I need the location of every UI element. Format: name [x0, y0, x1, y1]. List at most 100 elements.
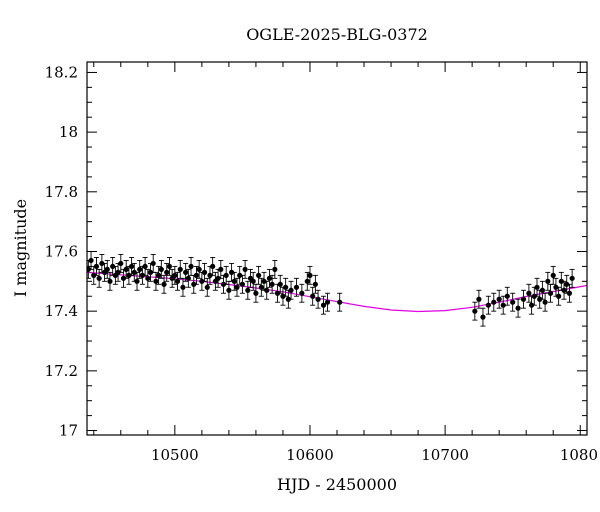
point-marker: [510, 299, 516, 305]
point-marker: [123, 266, 129, 272]
point-marker: [88, 257, 94, 264]
data-point: [304, 271, 310, 291]
point-marker: [223, 272, 229, 278]
data-point: [237, 265, 243, 285]
data-point: [118, 254, 124, 273]
point-marker: [283, 284, 289, 290]
point-marker: [515, 305, 521, 311]
x-axis-title: HJD - 2450000: [277, 475, 397, 494]
data-point: [534, 277, 540, 297]
data-point: [312, 274, 318, 294]
data-point: [258, 277, 264, 297]
data-point: [223, 265, 229, 285]
data-point: [188, 257, 194, 276]
axis-ticks: [87, 62, 587, 435]
point-marker: [237, 272, 243, 278]
data-point: [545, 271, 551, 291]
point-marker: [569, 275, 575, 281]
y-tick-labels: 17 17.2 17.4 17.6 17.8 18 18.2: [45, 63, 78, 439]
point-marker: [288, 287, 294, 293]
data-point: [93, 257, 100, 276]
data-point: [196, 259, 202, 279]
data-point: [280, 286, 286, 306]
data-point: [496, 289, 502, 309]
point-marker: [324, 299, 331, 305]
point-marker: [161, 281, 167, 287]
point-marker: [231, 278, 237, 284]
data-point: [542, 292, 548, 312]
point-marker: [242, 266, 248, 272]
data-points-layer: [87, 251, 575, 327]
point-marker: [191, 281, 197, 287]
point-marker: [137, 266, 143, 272]
data-point: [115, 262, 121, 282]
point-marker: [480, 314, 486, 320]
point-marker: [91, 272, 97, 278]
data-point: [337, 292, 343, 312]
point-marker: [166, 263, 173, 270]
point-marker: [126, 272, 132, 278]
data-point: [134, 271, 140, 291]
point-marker: [215, 275, 221, 281]
point-marker: [139, 272, 146, 278]
point-marker: [547, 290, 554, 296]
point-marker: [220, 281, 227, 287]
point-marker: [218, 266, 224, 272]
data-point: [272, 259, 278, 279]
point-marker: [234, 284, 240, 290]
point-marker: [485, 302, 491, 308]
point-marker: [110, 263, 116, 270]
data-point: [515, 298, 521, 318]
point-marker: [185, 275, 191, 281]
point-marker: [256, 272, 262, 278]
data-point: [180, 277, 186, 297]
y-tick-label: 17: [59, 422, 78, 440]
point-marker: [545, 278, 551, 284]
data-point: [274, 283, 281, 303]
point-marker: [280, 293, 286, 299]
point-marker: [96, 275, 102, 281]
data-point: [526, 283, 532, 303]
point-marker: [566, 290, 573, 296]
point-marker: [534, 284, 540, 290]
data-point: [96, 268, 102, 288]
point-marker: [147, 269, 154, 275]
point-marker: [550, 272, 556, 278]
point-marker: [131, 269, 137, 275]
point-marker: [491, 299, 497, 305]
data-point: [177, 259, 183, 279]
data-point: [256, 265, 262, 285]
data-point: [204, 277, 210, 297]
data-point: [288, 280, 294, 300]
point-marker: [107, 278, 113, 284]
data-point: [150, 254, 156, 273]
point-marker: [128, 263, 135, 270]
y-tick-label: 17.2: [45, 362, 78, 380]
data-point: [183, 262, 189, 282]
data-point: [128, 257, 135, 276]
data-point: [234, 277, 240, 297]
data-point: [147, 262, 154, 282]
data-point: [245, 280, 251, 300]
point-marker: [188, 263, 194, 270]
point-marker: [172, 272, 178, 278]
data-point: [218, 259, 224, 279]
point-marker: [258, 284, 264, 290]
data-point: [293, 277, 300, 297]
point-marker: [239, 281, 246, 287]
point-marker: [226, 287, 232, 293]
data-point: [253, 283, 259, 303]
data-point: [131, 262, 137, 282]
data-point: [564, 274, 570, 294]
point-marker: [180, 284, 186, 290]
plot-frame: [86, 61, 588, 436]
point-marker: [539, 287, 546, 293]
point-marker: [204, 284, 210, 290]
data-point: [307, 265, 313, 285]
point-marker: [177, 266, 183, 272]
data-point: [231, 271, 237, 291]
point-marker: [500, 302, 506, 308]
data-point: [472, 301, 478, 321]
data-point: [283, 277, 289, 297]
point-marker: [253, 290, 259, 296]
